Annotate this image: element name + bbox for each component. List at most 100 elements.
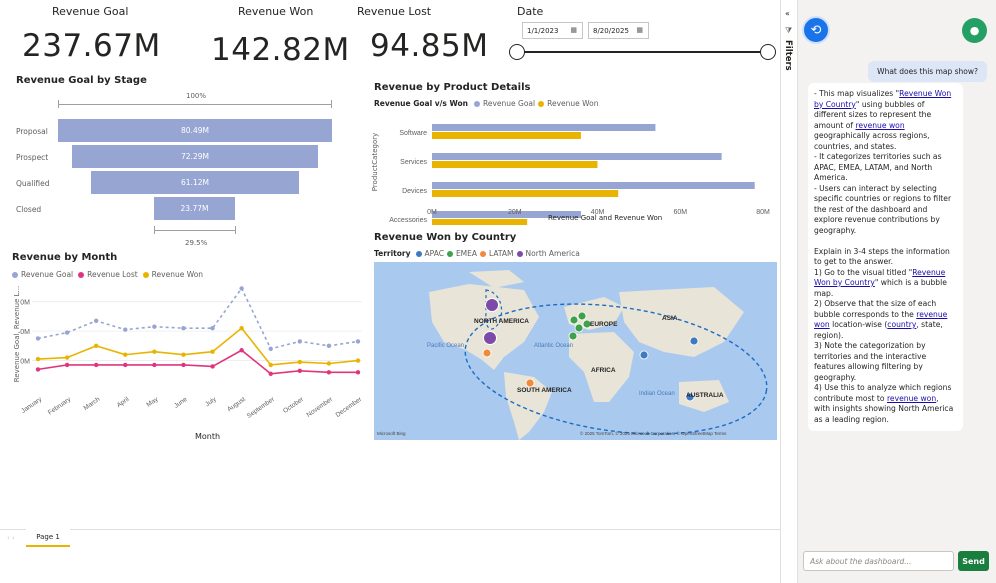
legend-dot-na: [516, 250, 523, 257]
point-revenue-won: [35, 356, 41, 362]
calendar-icon[interactable]: ▦: [570, 26, 577, 34]
month-label: September: [246, 395, 277, 419]
line-revenue-won: [37, 327, 359, 366]
land-australia: [679, 380, 729, 412]
bar-revenue-goal: [432, 211, 581, 218]
point-revenue-lost: [355, 370, 361, 375]
month-chart-title: Revenue by Month: [12, 252, 118, 263]
reply-paragraph: 1) Go to the visual titled "Revenue Won …: [814, 267, 947, 298]
bar-revenue-won: [432, 219, 528, 225]
point-revenue-lost: [297, 368, 303, 374]
date-start-handle[interactable]: [509, 44, 525, 60]
bubble-apac[interactable]: [685, 392, 695, 402]
map-label-australia: AUSTRALIA: [686, 392, 724, 399]
bar-revenue-goal: [432, 182, 755, 189]
collapse-chevron-icon[interactable]: «: [785, 9, 790, 18]
reply-link[interactable]: Revenue Won by Country: [814, 267, 946, 288]
filters-pane-collapsed[interactable]: [780, 0, 797, 583]
bubble-emea[interactable]: [577, 311, 587, 321]
reply-paragraph: 4) Use this to analyze which regions con…: [814, 383, 954, 424]
bubble-latam-2[interactable]: [525, 378, 535, 388]
bubble-latam-1[interactable]: [482, 348, 492, 358]
calendar-icon[interactable]: ▦: [636, 26, 643, 34]
land-africa: [569, 332, 634, 402]
send-button[interactable]: Send: [958, 551, 989, 571]
bubble-emea[interactable]: [574, 323, 584, 333]
microphone-icon[interactable]: ●: [962, 18, 987, 43]
bubble-na-2[interactable]: [483, 331, 497, 345]
bar-revenue-goal: [432, 124, 656, 131]
funnel-bar-closed[interactable]: 23.77M: [154, 197, 235, 220]
reply-link[interactable]: revenue won: [855, 120, 905, 130]
legend-dot-apac: [415, 250, 422, 257]
bubble-map[interactable]: NORTH AMERICA EUROPE ASIA AFRICA SOUTH A…: [374, 262, 777, 440]
date-end-input[interactable]: 8/20/2025 ▦: [588, 22, 649, 39]
funnel-bar-qualified[interactable]: 61.12M: [91, 171, 299, 194]
month-chart-legend: Revenue Goal Revenue Lost Revenue Won: [12, 270, 203, 279]
bubble-emea[interactable]: [568, 331, 578, 341]
reply-paragraph: 3) Note the categorization by territorie…: [814, 341, 927, 382]
map-label-africa: AFRICA: [591, 367, 616, 374]
date-end-handle[interactable]: [760, 44, 776, 60]
x-tick-label: 0M: [427, 209, 437, 216]
point-revenue-won: [239, 325, 244, 331]
point-revenue-won: [123, 352, 128, 357]
reply-paragraph: - It categorizes territories such as APA…: [814, 152, 942, 182]
funnel-bracket-tick: [331, 100, 332, 108]
reply-link[interactable]: Revenue Won by Country: [814, 89, 952, 109]
bubble-emea[interactable]: [569, 315, 579, 325]
tab-scroll-arrows-icon[interactable]: ‹ ›: [7, 534, 15, 542]
filters-label[interactable]: Filters: [783, 40, 793, 71]
point-revenue-won: [355, 358, 361, 363]
reply-link[interactable]: revenue won: [814, 309, 948, 330]
point-revenue-lost: [152, 362, 157, 368]
product-chart-title: Revenue by Product Details: [374, 82, 531, 93]
reply-paragraph: 2) Observe that the size of each bubble …: [814, 299, 948, 340]
kpi-title-revenue-lost: Revenue Lost: [357, 5, 432, 18]
funnel-value: 72.29M: [181, 152, 209, 161]
bubble-na-1[interactable]: [485, 298, 499, 312]
bar-revenue-won: [432, 132, 581, 139]
product-chart-xlabel: Revenue Goal and Revenue Won: [548, 214, 663, 222]
bubble-apac[interactable]: [639, 350, 649, 360]
chat-input[interactable]: Ask about the dashboard...: [803, 551, 954, 571]
funnel-value: 80.49M: [181, 126, 209, 135]
y-tick-label: 10M: [20, 359, 30, 366]
page-tab-bar: [0, 529, 780, 549]
month-label: August: [226, 396, 247, 413]
funnel-value: 61.12M: [181, 178, 209, 187]
funnel-bracket-tick: [235, 226, 236, 234]
date-range-track[interactable]: [517, 51, 769, 53]
kpi-value-revenue-won: 142.82M: [211, 32, 350, 68]
y-tick-label: 30M: [20, 300, 30, 307]
map-label-atlantic: Atlantic Ocean: [534, 343, 573, 349]
map-attribution[interactable]: © 2025 TomTom, © 2025 Microsoft Corporat…: [580, 430, 727, 436]
date-start-input[interactable]: 1/1/2023 ▦: [522, 22, 583, 39]
map-label-north-america: NORTH AMERICA: [474, 318, 529, 325]
reply-link[interactable]: country: [887, 320, 917, 329]
funnel-label-proposal: Proposal: [16, 127, 48, 136]
legend-dot-won: [538, 100, 545, 107]
point-revenue-lost: [35, 367, 41, 372]
funnel-bottom-bracket: [154, 230, 235, 231]
bubble-emea[interactable]: [582, 319, 592, 329]
legend-dot-goal: [12, 271, 18, 278]
product-chart-legend: Revenue Goal v/s Won Revenue Goal Revenu…: [374, 99, 598, 108]
month-label: January: [20, 395, 44, 414]
kpi-value-revenue-goal: 237.67M: [22, 28, 161, 64]
legend-goal: Revenue Goal: [21, 270, 74, 279]
month-label: November: [305, 395, 334, 418]
bubble-apac[interactable]: [689, 336, 699, 346]
date-start-value: 1/1/2023: [527, 26, 559, 35]
funnel-bar-proposal[interactable]: 80.49M: [58, 119, 332, 142]
land-north-america: [429, 284, 539, 370]
x-tick-label: 60M: [673, 209, 687, 216]
date-end-value: 8/20/2025: [593, 26, 629, 35]
tab-page-1[interactable]: Page 1: [26, 529, 70, 547]
map-label-pacific: Pacific Ocean: [427, 343, 464, 349]
filter-funnel-icon[interactable]: ⧩: [785, 26, 793, 35]
reply-link[interactable]: revenue won: [886, 393, 937, 403]
legend-dot-lost: [78, 271, 85, 278]
funnel-bar-prospect[interactable]: 72.29M: [72, 145, 318, 168]
